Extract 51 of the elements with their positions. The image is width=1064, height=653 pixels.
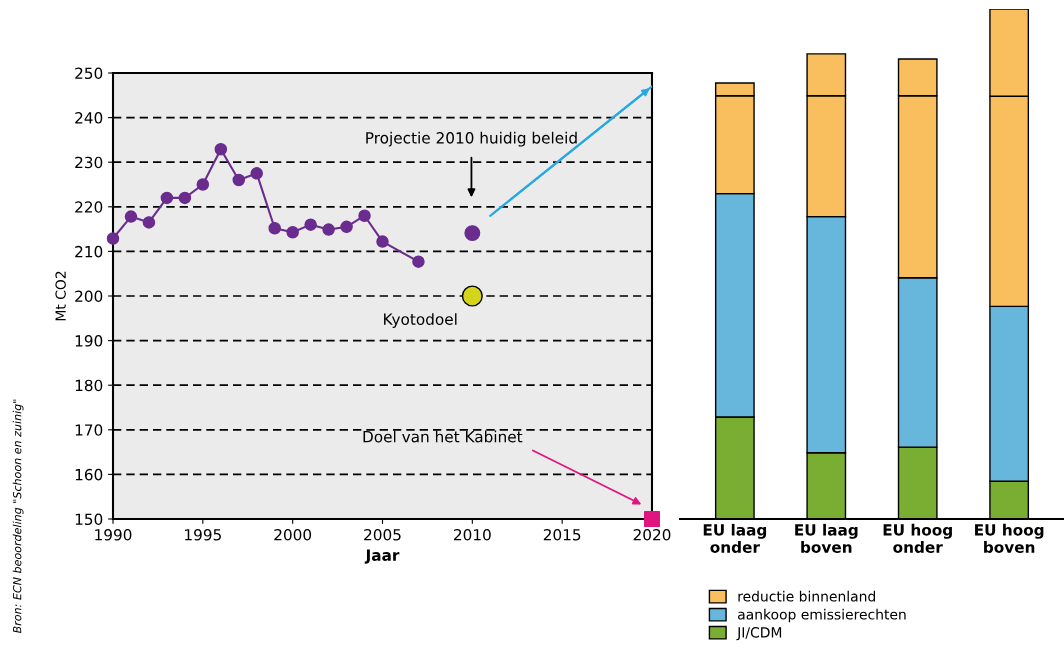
point xyxy=(106,232,120,245)
x-tick-label: EU hoog onder xyxy=(883,523,952,553)
point xyxy=(160,191,174,205)
point xyxy=(142,216,156,229)
point xyxy=(286,225,299,239)
x-tick-label: EU laag boven xyxy=(795,523,858,553)
x-tick-label: EU laag onder xyxy=(703,523,767,553)
point xyxy=(412,255,425,268)
x-tick-label: 2015 xyxy=(543,528,581,541)
y-tick-label: 160 xyxy=(75,468,103,481)
x-tick-label: 1990 xyxy=(95,528,132,541)
point xyxy=(376,235,389,248)
point xyxy=(196,178,210,191)
point xyxy=(358,209,371,222)
y-tick-label: 240 xyxy=(75,112,103,124)
x-tick-label: 2020 xyxy=(633,528,671,541)
y-tick-label: 210 xyxy=(75,245,103,258)
x-tick-label: 2005 xyxy=(364,528,401,541)
point xyxy=(644,511,660,527)
legend-label: aankoop emissierechten xyxy=(738,608,906,623)
point xyxy=(214,143,228,156)
point xyxy=(268,221,281,235)
legend-label: reductie binnenland xyxy=(738,590,876,602)
point xyxy=(461,285,483,307)
annotation: Kyotodoel xyxy=(384,313,457,328)
point xyxy=(124,210,138,223)
y-tick-label: 190 xyxy=(75,335,103,347)
x-tick-label: EU hoog boven xyxy=(975,523,1044,553)
y-tick-label: 180 xyxy=(75,379,103,392)
x-tick-label: 2010 xyxy=(454,528,491,541)
y-tick-label: 230 xyxy=(75,156,103,169)
y-tick-label: 250 xyxy=(75,67,103,80)
point xyxy=(232,173,246,187)
y-axis-title: Mt CO2 xyxy=(55,271,66,321)
y-tick-label: 220 xyxy=(75,201,103,213)
y-tick-label: 170 xyxy=(75,424,103,436)
point xyxy=(304,218,317,231)
annotation: Projectie 2010 huidig beleid xyxy=(366,131,577,147)
point xyxy=(464,225,481,242)
x-tick-label: 2000 xyxy=(274,528,312,541)
x-axis-title: Jaar xyxy=(364,549,400,564)
legend-label: JI/CDM xyxy=(736,627,782,641)
point xyxy=(322,223,335,236)
text: Bron: ECN beoordeling "Schoon en zuinig" xyxy=(12,399,24,634)
point xyxy=(250,167,263,180)
point xyxy=(340,220,353,234)
point xyxy=(178,191,192,205)
annotation: Doel van het Kabinet xyxy=(363,430,523,443)
y-tick-label: 150 xyxy=(75,513,103,526)
x-tick-label: 1995 xyxy=(185,528,221,541)
y-tick-label: 200 xyxy=(75,290,103,303)
